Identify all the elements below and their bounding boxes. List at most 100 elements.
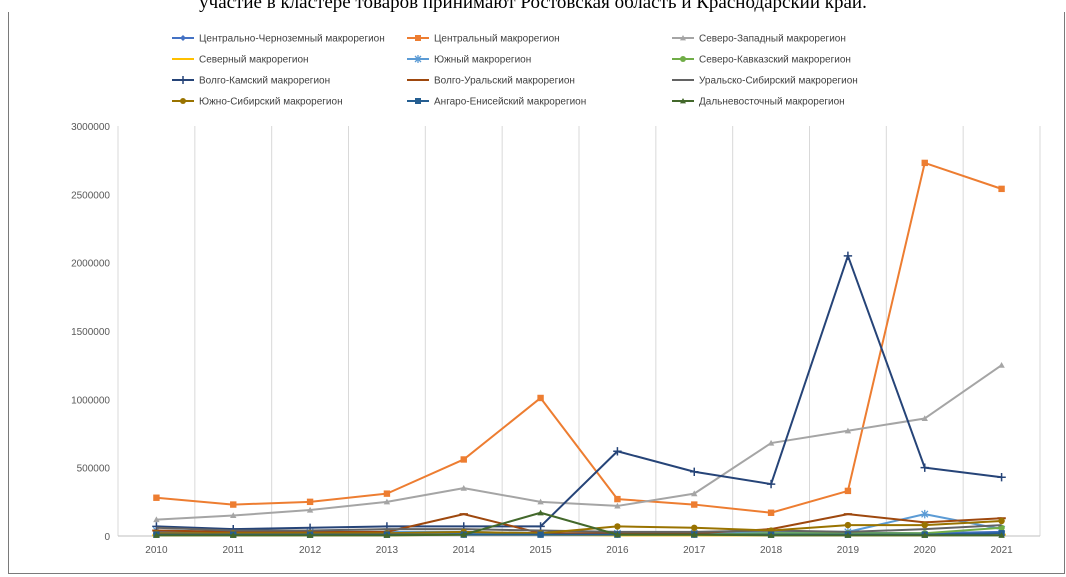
data-point xyxy=(306,506,314,513)
data-point xyxy=(180,98,186,104)
legend-label: Северо-Западный макрорегион xyxy=(699,34,846,45)
data-point xyxy=(844,427,852,434)
data-point xyxy=(921,509,929,519)
data-point xyxy=(920,463,929,472)
data-point xyxy=(767,509,775,516)
data-point xyxy=(415,35,421,41)
data-point xyxy=(383,490,391,497)
data-point xyxy=(614,523,621,530)
data-point xyxy=(537,531,544,538)
legend-label: Центральный макрорегион xyxy=(434,34,560,45)
legend-label: Северо-Кавказский макрорегион xyxy=(699,55,851,66)
data-point xyxy=(998,361,1005,368)
data-point xyxy=(921,415,928,422)
data-point xyxy=(691,531,698,538)
data-point xyxy=(921,532,928,538)
legend-label: Дальневосточный макрорегион xyxy=(699,97,845,108)
x-tick-label: 2015 xyxy=(529,545,552,556)
data-point xyxy=(844,521,852,529)
x-tick-label: 2020 xyxy=(914,545,937,556)
series-line xyxy=(156,524,1002,533)
data-point xyxy=(614,495,621,503)
data-point xyxy=(998,532,1005,538)
data-point xyxy=(691,501,698,508)
x-tick-label: 2013 xyxy=(376,545,399,556)
data-point xyxy=(153,532,160,538)
data-point xyxy=(415,98,421,104)
data-point xyxy=(844,532,852,538)
data-point xyxy=(766,479,776,489)
data-point xyxy=(537,509,544,516)
series-9 xyxy=(156,524,1002,533)
caption-text: участие в кластере товаров принимают Рос… xyxy=(199,0,867,12)
legend-item: Волго-Уральский макрорегион xyxy=(407,76,575,87)
data-point xyxy=(680,98,686,104)
x-tick-label: 2018 xyxy=(760,545,783,556)
x-tick-label: 2019 xyxy=(837,545,860,556)
data-point xyxy=(536,522,545,531)
data-point xyxy=(998,517,1005,525)
data-point xyxy=(537,498,544,505)
legend-label: Южно-Сибирский макрорегион xyxy=(199,96,343,108)
y-tick-label: 2500000 xyxy=(71,190,110,201)
series-3 xyxy=(153,361,1005,523)
data-point xyxy=(306,532,314,538)
data-point xyxy=(179,76,187,84)
series-line xyxy=(156,513,1002,535)
y-tick-label: 3000000 xyxy=(71,122,110,133)
data-point xyxy=(997,473,1006,482)
data-point xyxy=(153,516,160,523)
chart-series xyxy=(152,159,1006,538)
data-point xyxy=(680,35,686,41)
chart-grid xyxy=(117,126,1041,537)
chart-frame xyxy=(8,12,1065,574)
y-tick-label: 0 xyxy=(104,532,110,543)
legend-label: Северный макрорегион xyxy=(199,55,309,66)
legend-label: Волго-Уральский макрорегион xyxy=(434,76,575,87)
data-point xyxy=(537,394,544,402)
data-point xyxy=(614,531,621,538)
x-tick-label: 2014 xyxy=(453,545,476,556)
data-point xyxy=(844,487,852,495)
legend-item: Волго-Камский макрорегион xyxy=(172,76,330,87)
data-point xyxy=(230,512,237,519)
data-point xyxy=(383,498,391,505)
legend-item: Северный макрорегион xyxy=(172,55,309,66)
legend-item: Южно-Сибирский макрорегион xyxy=(172,96,343,108)
data-point xyxy=(230,501,237,508)
legend-item: Южный макрорегион xyxy=(407,55,531,66)
legend-item: Уральско-Сибирский макрорегион xyxy=(672,75,858,87)
series-12 xyxy=(153,509,1005,538)
y-tick-label: 500000 xyxy=(77,464,111,475)
legend-item: Центрально-Черноземный макрорегион xyxy=(172,34,385,45)
data-point xyxy=(613,447,622,456)
series-7 xyxy=(152,251,1006,534)
data-point xyxy=(767,532,775,538)
x-tick-label: 2021 xyxy=(990,545,1013,556)
data-point xyxy=(690,467,699,476)
legend-label: Южный макрорегион xyxy=(434,55,531,66)
series-line xyxy=(156,364,1003,521)
x-tick-label: 2012 xyxy=(299,545,322,556)
y-tick-label: 2000000 xyxy=(71,259,110,270)
legend-label: Уральско-Сибирский макрорегион xyxy=(699,75,858,87)
x-axis-ticks: 2010 2011 2012 2013 2014 2015 2016 2017 2018 2019… xyxy=(145,545,1013,556)
legend-item: Северо-Западный макрорегион xyxy=(672,34,846,45)
series-line xyxy=(156,511,1002,537)
x-tick-label: 2010 xyxy=(145,545,168,556)
data-point xyxy=(153,494,160,501)
legend-item: Центральный макрорегион xyxy=(407,34,560,45)
data-point xyxy=(152,522,161,531)
data-point xyxy=(180,35,186,41)
data-point xyxy=(767,439,775,446)
data-point xyxy=(383,532,391,538)
data-point xyxy=(680,56,686,62)
legend-item: Ангаро-Енисейский макрорегион xyxy=(407,97,586,108)
data-point xyxy=(998,524,1005,531)
data-point xyxy=(230,532,237,538)
data-point xyxy=(691,490,698,497)
data-point xyxy=(921,159,928,167)
data-point xyxy=(460,456,467,463)
x-tick-label: 2016 xyxy=(606,545,629,556)
